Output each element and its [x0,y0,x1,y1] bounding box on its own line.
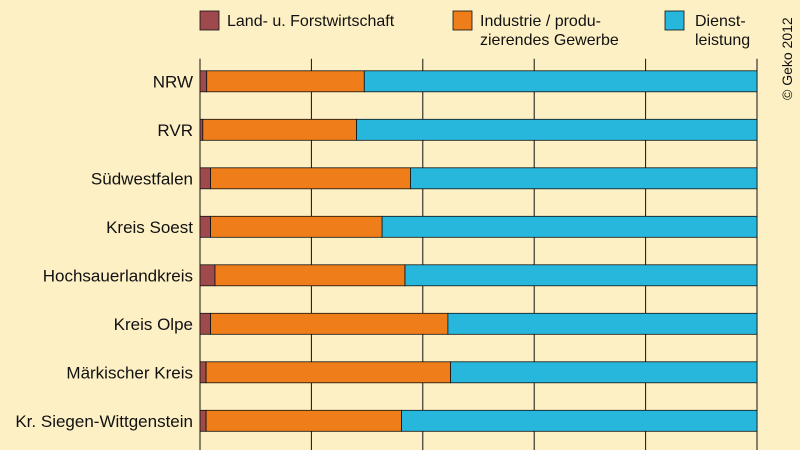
category-label: Hochsauerlandkreis [43,266,193,285]
bar-segment [202,118,357,141]
legend-label: Dienst- [695,13,746,30]
bar-segment [199,312,212,335]
legend-label: leistung [695,32,750,49]
category-label: Märkischer Kreis [66,363,193,382]
bar-segment [199,215,212,238]
legend: Land- u. Forstwirtschaft Industrie / prod… [199,10,750,49]
bar-segment [363,70,758,93]
bar-segment [214,264,406,287]
bar-segment [210,215,383,238]
category-label: Kr. Siegen-Wittgenstein [15,412,193,431]
category-label: Südwestfalen [91,169,193,188]
legend-label: Industrie / produ- [480,13,601,30]
bar-segment [199,118,204,141]
bar-segment [401,409,758,432]
bar-segment [205,409,403,432]
bars [199,70,758,432]
bar-segment [210,312,449,335]
bar-segment [356,118,758,141]
legend-label: zierendes Gewerbe [480,32,619,49]
category-label: RVR [157,121,193,140]
credit-text: © Geko 2012 [779,17,795,100]
legend-label: Land- u. Forstwirtschaft [227,13,395,30]
category-labels: NRW RVR Südwestfalen Kreis Soest Hochsauerla… [15,72,193,431]
bar-segment [199,409,207,432]
bar-segment [447,312,758,335]
category-label: Kreis Olpe [114,315,193,334]
bar-segment [199,264,216,287]
bar-segment [381,215,758,238]
bar-segment [205,361,452,384]
bar-segment [210,167,412,190]
legend-swatch [452,10,473,31]
bar-segment [410,167,758,190]
category-label: NRW [153,72,193,91]
bar-segment [199,70,208,93]
bar-segment [404,264,758,287]
gridlines [199,58,758,450]
bar-segment [199,167,212,190]
legend-swatch [199,10,220,31]
bar-segment [206,70,365,93]
bar-segment [450,361,758,384]
bar-segment [199,361,207,384]
legend-swatch [664,10,685,31]
category-label: Kreis Soest [106,218,193,237]
